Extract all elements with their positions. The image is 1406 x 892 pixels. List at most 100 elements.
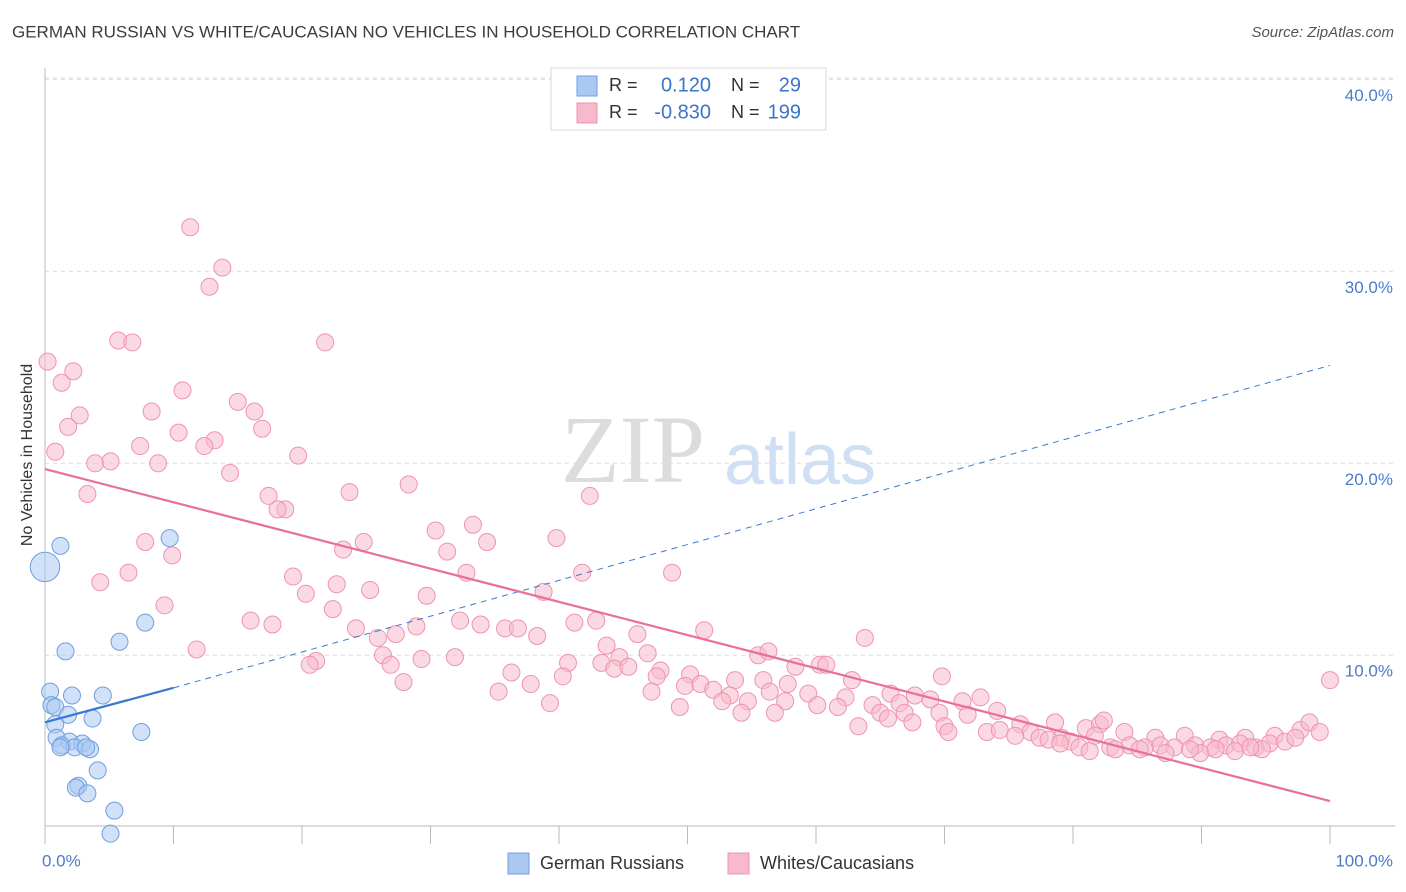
point [173,381,192,400]
point [296,584,315,603]
point [932,667,951,686]
trend-line [44,686,174,724]
legend-label: R = [609,102,638,122]
point [91,573,110,592]
y-tick-label: 30.0% [1345,278,1393,297]
point [1051,734,1070,753]
point [29,551,61,583]
point [51,536,70,555]
point [855,628,874,647]
point [971,688,990,707]
point [1006,726,1025,745]
point [38,352,57,371]
point [245,402,264,421]
point [123,333,142,352]
point [541,694,560,713]
y-axis-label: No Vehicles in Household [19,364,36,546]
point [368,628,387,647]
point [642,682,661,701]
legend-swatch [507,852,530,875]
point [663,563,682,582]
point [52,373,71,392]
point [83,709,102,728]
point [105,801,124,820]
point [939,722,958,741]
point [726,671,745,690]
legend-label: R = [609,75,638,95]
x-tick-label: 0.0% [42,851,81,870]
point [426,521,445,540]
point [213,258,232,277]
point [471,615,490,634]
point [903,713,922,732]
point [1310,722,1329,741]
point [765,703,784,722]
point [399,475,418,494]
point [573,563,592,582]
point [93,686,112,705]
point [828,698,847,717]
point [268,500,287,519]
point [259,486,278,505]
point [713,692,732,711]
point [451,611,470,630]
legend-label: N = [731,75,760,95]
point [263,615,282,634]
watermark: ZIP [561,396,705,503]
point [565,613,584,632]
point [547,529,566,548]
point [628,625,647,644]
legend-value: -0.830 [654,101,711,123]
point [732,703,751,722]
point [361,580,380,599]
legend-label: German Russians [540,853,684,873]
point [340,483,359,502]
point [463,515,482,534]
point [1180,740,1199,759]
point [417,586,436,605]
point [478,532,497,551]
point [323,600,342,619]
point [46,442,65,461]
point [580,486,599,505]
point [958,705,977,724]
legend-swatch [576,75,598,97]
watermark: atlas [724,420,876,500]
point [1130,740,1149,759]
point [354,532,373,551]
point [195,437,214,456]
point [88,761,107,780]
legend-value: 199 [768,101,801,123]
point [155,596,174,615]
point [407,617,426,636]
legend-swatch [727,852,750,875]
point [1206,740,1225,759]
point [438,542,457,561]
point [508,619,527,638]
point [849,717,868,736]
point [381,655,400,674]
point [228,392,247,411]
point [619,657,638,676]
point [56,642,75,661]
point [675,676,694,695]
point [521,674,540,693]
point [528,627,547,646]
point [221,463,240,482]
point [808,696,827,715]
point [78,485,97,504]
point [86,454,105,473]
point [776,692,795,711]
point [142,402,161,421]
point [502,663,521,682]
point [1286,728,1305,747]
point [51,738,70,757]
chart-title: GERMAN RUSSIAN VS WHITE/CAUCASIAN NO VEH… [12,22,800,41]
point [181,218,200,237]
point [394,673,413,692]
trend-line [173,364,1331,689]
point [1094,711,1113,730]
point [78,784,97,803]
point [187,640,206,659]
